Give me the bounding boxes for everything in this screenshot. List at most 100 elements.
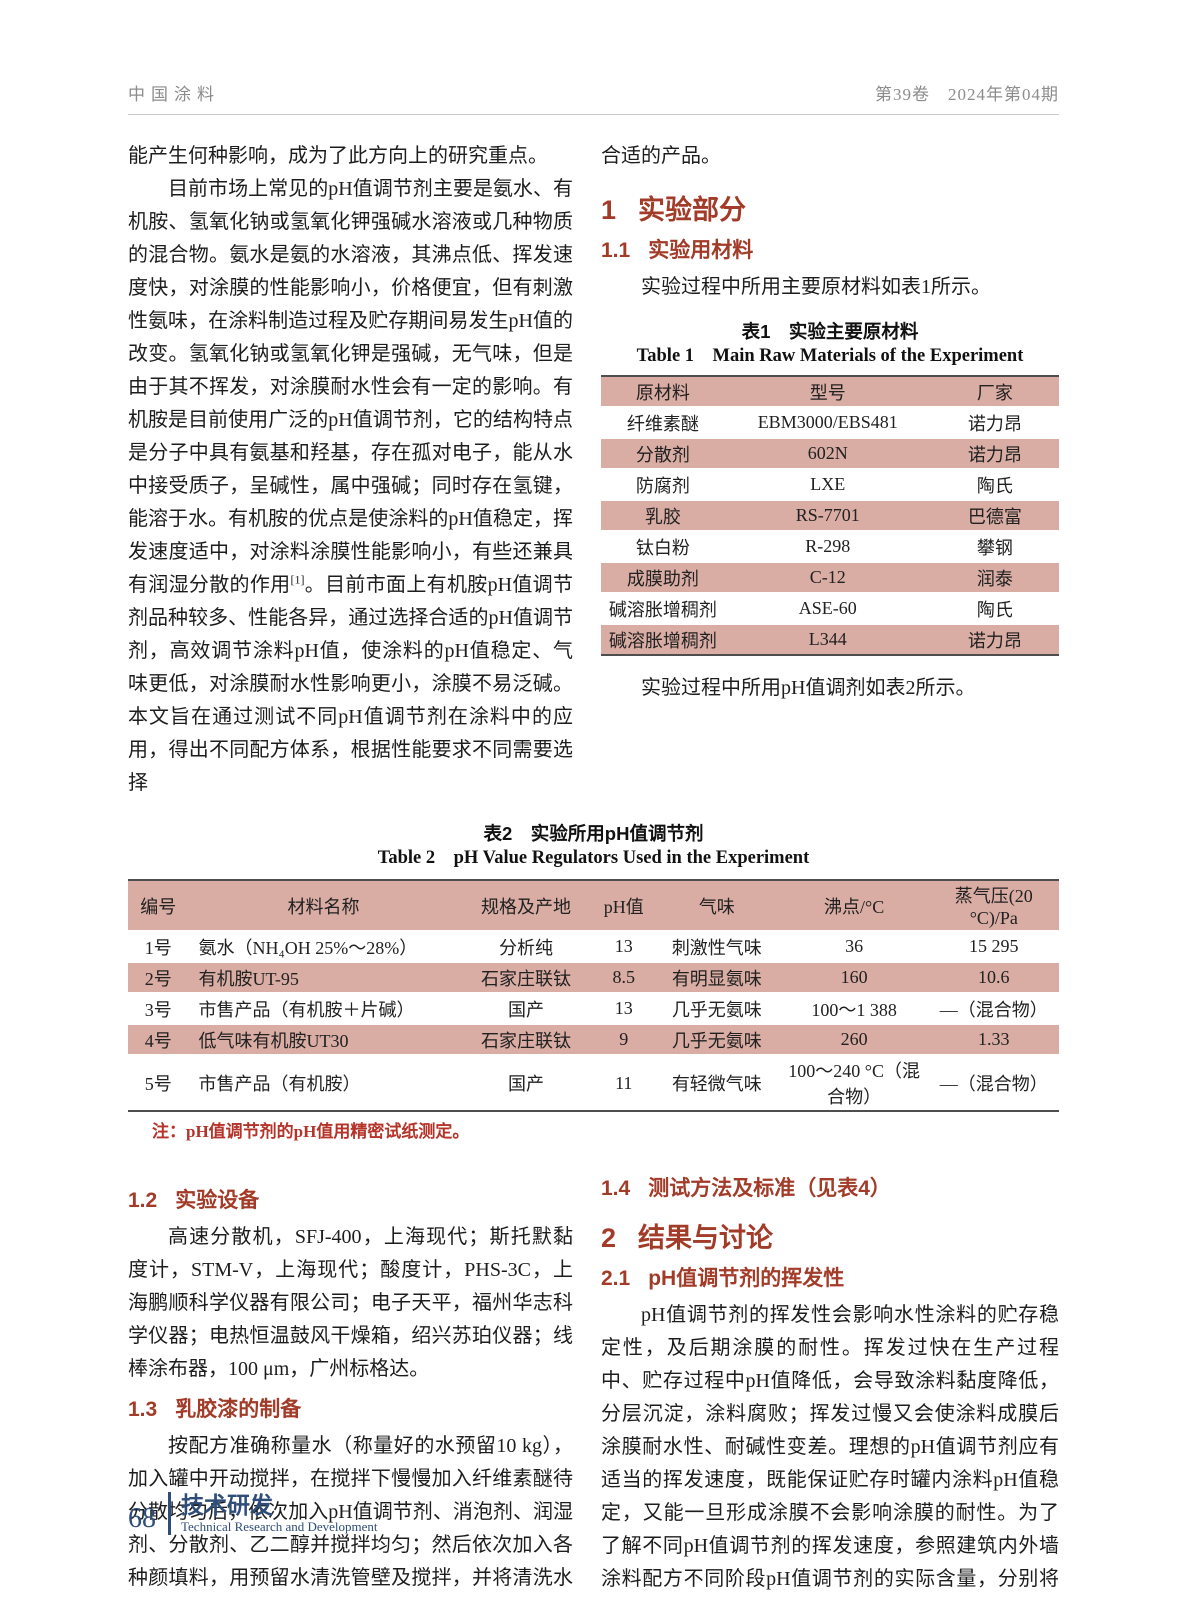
intro-paragraph-continuation: 合适的产品。 — [601, 145, 721, 167]
page-number: 68 — [128, 1502, 156, 1534]
t2-cell: 15 295 — [928, 931, 1059, 963]
t2-cell: 低气味有机胺UT30 — [188, 1024, 459, 1056]
footer-label-en: Technical Research and Development — [181, 1519, 378, 1534]
section-1-heading: 1 实验部分 — [601, 195, 1059, 225]
table-1-block: 表1 实验主要原材料 Table 1 Main Raw Materials of… — [601, 320, 1059, 656]
table-1: 原材料 型号 厂家 纤维素醚 EBM3000/EBS481 诺力昂 分散剂 602N 诺… — [601, 375, 1059, 656]
top-columns: 能产生何种影响，成为了此方向上的研究重点。 目前市场上常见的pH值调节剂主要是氨… — [128, 140, 1059, 800]
t2-cell: 260 — [779, 1024, 929, 1056]
t1-cell: 乳胶 — [601, 500, 725, 532]
table-1-header-supplier: 厂家 — [930, 376, 1059, 408]
t2-cell: 氨水（NH₄OH 25%～28%） — [188, 931, 459, 963]
section-2-number: 2 — [601, 1223, 617, 1253]
t2-cell: 有机胺UT-95 — [188, 962, 459, 994]
table-row: 钛白粉 R-298 攀钢 — [601, 531, 1059, 563]
table-row: 分散剂 602N 诺力昂 — [601, 438, 1059, 470]
t2-cell: 13 — [593, 993, 654, 1025]
table-2-header-id: 编号 — [128, 880, 189, 932]
section-1-4-number: 1.4 — [601, 1177, 631, 1200]
t2-cell: 9 — [593, 1024, 654, 1056]
reference-superscript: [1] — [290, 572, 305, 587]
table-1-header-row: 原材料 型号 厂家 — [601, 376, 1059, 408]
table-row: 成膜助剂 C-12 润泰 — [601, 562, 1059, 594]
t1-cell: C-12 — [724, 562, 931, 594]
t1-cell: 分散剂 — [601, 438, 725, 470]
t2-cell: —（混合物） — [928, 993, 1059, 1025]
footer-label-cn: 技术研发 — [181, 1492, 273, 1518]
table-2-intro-paragraph: 实验过程中所用pH值调剂如表2所示。 — [641, 677, 976, 699]
t2-cell: 11 — [615, 1072, 633, 1093]
t2-cell: 有轻微气味 — [671, 1074, 762, 1094]
section-1-2-number: 1.2 — [128, 1189, 158, 1212]
intro-paragraph-2-rest: 。目前市面上有机胺pH值调节剂品种较多、性能各异，通过选择合适的pH值调节剂，高… — [128, 574, 573, 794]
section-1-1-title: 实验用材料 — [648, 239, 754, 262]
section-1-3-heading: 1.3 乳胶漆的制备 — [128, 1398, 573, 1422]
t1-cell: 诺力昂 — [930, 438, 1059, 470]
section-1-2-paragraph: 高速分散机，SFJ-400，上海现代；斯托默黏度计，STM-V，上海现代；酸度计… — [128, 1226, 573, 1380]
table-2-block: 表2 实验所用pH值调节剂 Table 2 pH Value Regulator… — [128, 822, 1059, 1143]
table-row: 乳胶 RS-7701 巴德富 — [601, 500, 1059, 532]
t2-cell: —（混合物） — [939, 1074, 1048, 1094]
section-1-2-title: 实验设备 — [175, 1189, 260, 1212]
t1-cell: 成膜助剂 — [601, 562, 725, 594]
t2-cell: 100～1 388 — [779, 993, 929, 1025]
section-1-2-heading: 1.2 实验设备 — [128, 1189, 573, 1213]
t2-cell: 10.6 — [928, 962, 1059, 994]
table-row: 2号 有机胺UT-95 石家庄联钛 8.5 有明显氨味 160 10.6 — [128, 962, 1059, 994]
t1-cell: 纤维素醚 — [601, 407, 725, 439]
section-2-1-number: 2.1 — [601, 1267, 631, 1290]
t2-cell: 刺激性气味 — [653, 931, 780, 963]
table-row: 1号 氨水（NH₄OH 25%～28%） 分析纯 13 刺激性气味 36 15 295 — [128, 931, 1059, 963]
t2-cell: 1.33 — [928, 1024, 1059, 1056]
t1-cell: ASE-60 — [724, 593, 931, 625]
t1-cell: EBM3000/EBS481 — [724, 407, 931, 439]
t1-cell: 巴德富 — [930, 500, 1059, 532]
t2-cell: 3号 — [128, 993, 189, 1025]
t2-cell: 几乎无氨味 — [653, 1024, 780, 1056]
table-row: 5号 市售产品（有机胺） 国产 11 有轻微气味 100～240 °C（混合物） —（混合物… — [128, 1055, 1059, 1111]
table-row: 碱溶胀增稠剂 ASE-60 陶氏 — [601, 593, 1059, 625]
section-1-1-heading: 1.1 实验用材料 — [601, 239, 1059, 263]
t1-cell: 碱溶胀增稠剂 — [601, 593, 725, 625]
table-1-header-material: 原材料 — [601, 376, 725, 408]
t2-cell: 分析纯 — [458, 931, 594, 963]
table-1-title-en: Table 1 Main Raw Materials of the Experi… — [636, 346, 1024, 366]
t2-cell: 36 — [779, 931, 929, 963]
table-row: 纤维素醚 EBM3000/EBS481 诺力昂 — [601, 407, 1059, 439]
table-row: 防腐剂 LXE 陶氏 — [601, 469, 1059, 501]
t1-cell: 钛白粉 — [601, 531, 725, 563]
intro-paragraph-1: 能产生何种影响，成为了此方向上的研究重点。 — [128, 145, 548, 167]
table-2-note: 注：pH值调节剂的pH值用精密试纸测定。 — [152, 1122, 470, 1141]
table-row: 3号 市售产品（有机胺＋片碱） 国产 13 几乎无氨味 100～1 388 —（混合物） — [128, 993, 1059, 1025]
section-2-title: 结果与讨论 — [638, 1223, 774, 1253]
table-2-header-spec: 规格及产地 — [458, 880, 594, 932]
t1-cell: R-298 — [724, 531, 931, 563]
section-2-1-paragraph: pH值调节剂的挥发性会影响水性涂料的贮存稳定性，及后期涂膜的耐性。挥发过快在生产… — [601, 1304, 1059, 1590]
intro-paragraph-2: 目前市场上常见的pH值调节剂主要是氨水、有机胺、氢氧化钠或氢氧化钾强碱水溶液或几… — [128, 173, 573, 800]
t2-cell: 国产 — [458, 993, 594, 1025]
bottom-right-column: 1.4 测试方法及标准（见表4） 2 结果与讨论 2.1 pH值调节剂的挥发性 pH值… — [601, 1177, 1059, 1600]
t1-cell: 诺力昂 — [930, 624, 1059, 655]
t1-cell: 诺力昂 — [930, 407, 1059, 439]
t1-cell: 碱溶胀增稠剂 — [601, 624, 725, 655]
issue-info: 第39卷 2024年第04期 — [875, 85, 1059, 104]
section-1-1-paragraph: 实验过程中所用主要原材料如表1所示。 — [641, 276, 991, 298]
t2-cell: 石家庄联钛 — [458, 962, 594, 994]
t1-cell: 陶氏 — [930, 593, 1059, 625]
t2-cell: 13 — [593, 931, 654, 963]
table-2-header-row: 编号 材料名称 规格及产地 pH值 气味 沸点/°C 蒸气压(20 °C)/Pa — [128, 880, 1059, 932]
table-2-header-ph: pH值 — [593, 880, 654, 932]
section-1-title: 实验部分 — [638, 195, 747, 225]
journal-name: 中国涂料 — [128, 85, 220, 104]
section-1-4-title: 测试方法及标准（见表4） — [648, 1177, 891, 1200]
t1-cell: 攀钢 — [930, 531, 1059, 563]
t1-cell: 防腐剂 — [601, 469, 725, 501]
t2-cell: 100～240 °C（混合物） — [788, 1061, 920, 1107]
section-1-3-number: 1.3 — [128, 1398, 158, 1421]
table-1-title-cn: 表1 实验主要原材料 — [741, 321, 919, 342]
t2-cell: 市售产品（有机胺） — [198, 1074, 361, 1094]
table-row: 碱溶胀增稠剂 L344 诺力昂 — [601, 624, 1059, 655]
table-2-title-cn: 表2 实验所用pH值调节剂 — [483, 823, 704, 844]
bottom-left-column: 1.2 实验设备 高速分散机，SFJ-400，上海现代；斯托默黏度计，STM-V，… — [128, 1177, 573, 1600]
section-1-3-title: 乳胶漆的制备 — [175, 1398, 302, 1421]
